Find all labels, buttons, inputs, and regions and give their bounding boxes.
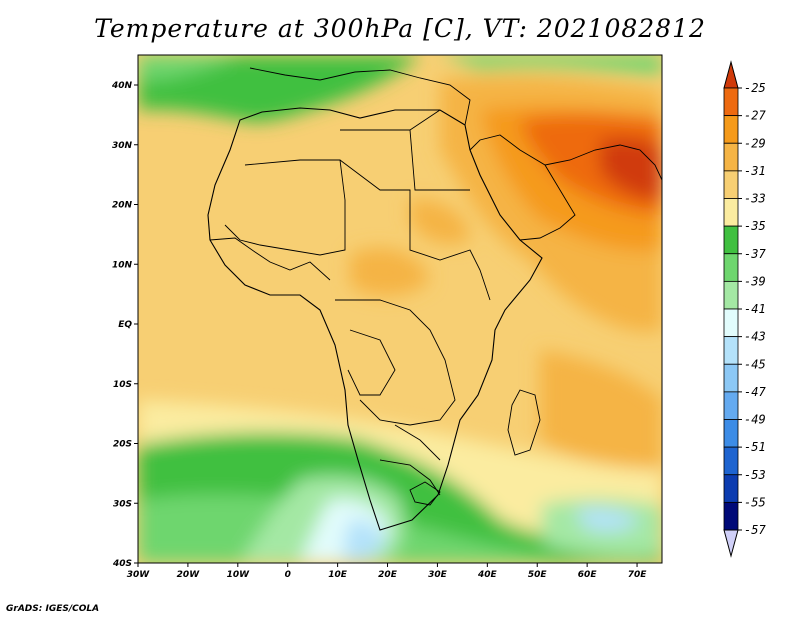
lon-tick-label: 20W [177, 570, 201, 580]
lat-tick-label: 40N [111, 81, 133, 91]
colorbar-label: -35 [744, 219, 766, 233]
lat-tick-label: 20N [112, 201, 133, 211]
lon-tick-label: 10E [328, 570, 348, 580]
colorbar-swatch [723, 308, 739, 338]
colorbar-swatch [723, 198, 739, 227]
colorbar-label: -37 [744, 247, 766, 261]
colorbar-label: -51 [744, 440, 766, 454]
lat-tick-label: 10N [112, 260, 133, 270]
colorbar-swatch [723, 474, 739, 503]
colorbar-label: -27 [744, 109, 766, 123]
colorbar-label: -25 [744, 81, 766, 95]
colorbar-label: -33 [744, 192, 766, 206]
colorbar-swatch [723, 501, 739, 531]
lon-tick-label: 40E [477, 570, 498, 580]
lat-tick-label: EQ [118, 320, 132, 330]
colorbar-label: -49 [744, 413, 766, 427]
colorbar-label: -45 [744, 357, 766, 371]
lat-tick-label: 20S [113, 440, 132, 450]
credit-label: GrADS: IGES/COLA [6, 604, 100, 614]
colorbar-swatch [723, 280, 739, 310]
axis-layer: 30W 20W 10W 0 10E 20E 30E 40E 50E 60E 70E 40N 30N 20N… [111, 81, 647, 580]
colorbar: -25 -27 -29 -31 -33 -35 -37 -39 -41 -43 -45 -47 -49 -… [723, 60, 766, 558]
colorbar-label: -47 [744, 385, 766, 399]
colorbar-over-triangle [723, 60, 739, 89]
coastlines [207, 67, 662, 531]
colorbar-swatch [723, 142, 739, 172]
colorbar-swatch [723, 87, 739, 117]
colorbar-label: -57 [744, 523, 766, 537]
lon-tick-label: 0 [285, 570, 291, 580]
lon-tick-label: 50E [528, 570, 548, 580]
colorbar-swatch [723, 336, 739, 365]
colorbar-swatch [723, 363, 739, 393]
colorbar-swatch [723, 225, 739, 255]
lat-tick-label: 40S [112, 559, 132, 569]
colorbar-label: -55 [744, 495, 766, 509]
lon-tick-label: 20E [378, 570, 398, 580]
lon-tick-label: 70E [628, 570, 648, 580]
colorbar-under-triangle [723, 529, 739, 558]
plot-frame [137, 54, 663, 564]
lon-tick-label: 30W [127, 570, 151, 580]
colorbar-label: -53 [744, 468, 766, 482]
colorbar-label: -39 [744, 274, 766, 288]
colorbar-swatch [723, 446, 739, 476]
colorbar-label: -41 [744, 302, 766, 316]
temperature-field [138, 55, 662, 563]
colorbar-swatch [723, 170, 739, 199]
map-title: Temperature at 300hPa [C], VT: 202108281… [94, 14, 706, 43]
lon-tick-label: 10W [227, 570, 251, 580]
colorbar-label: -31 [744, 164, 766, 178]
colorbar-swatch [723, 253, 739, 282]
colorbar-label: -43 [744, 330, 766, 344]
lat-tick-label: 30S [113, 499, 132, 509]
lat-tick-label: 30N [112, 141, 133, 151]
colorbar-swatch [723, 419, 739, 448]
lon-tick-label: 60E [578, 570, 598, 580]
colorbar-swatch [723, 391, 739, 420]
colorbar-swatch [723, 115, 739, 144]
lon-tick-label: 30E [428, 570, 448, 580]
colorbar-label: -29 [744, 136, 766, 150]
lat-tick-label: 10S [113, 380, 132, 390]
